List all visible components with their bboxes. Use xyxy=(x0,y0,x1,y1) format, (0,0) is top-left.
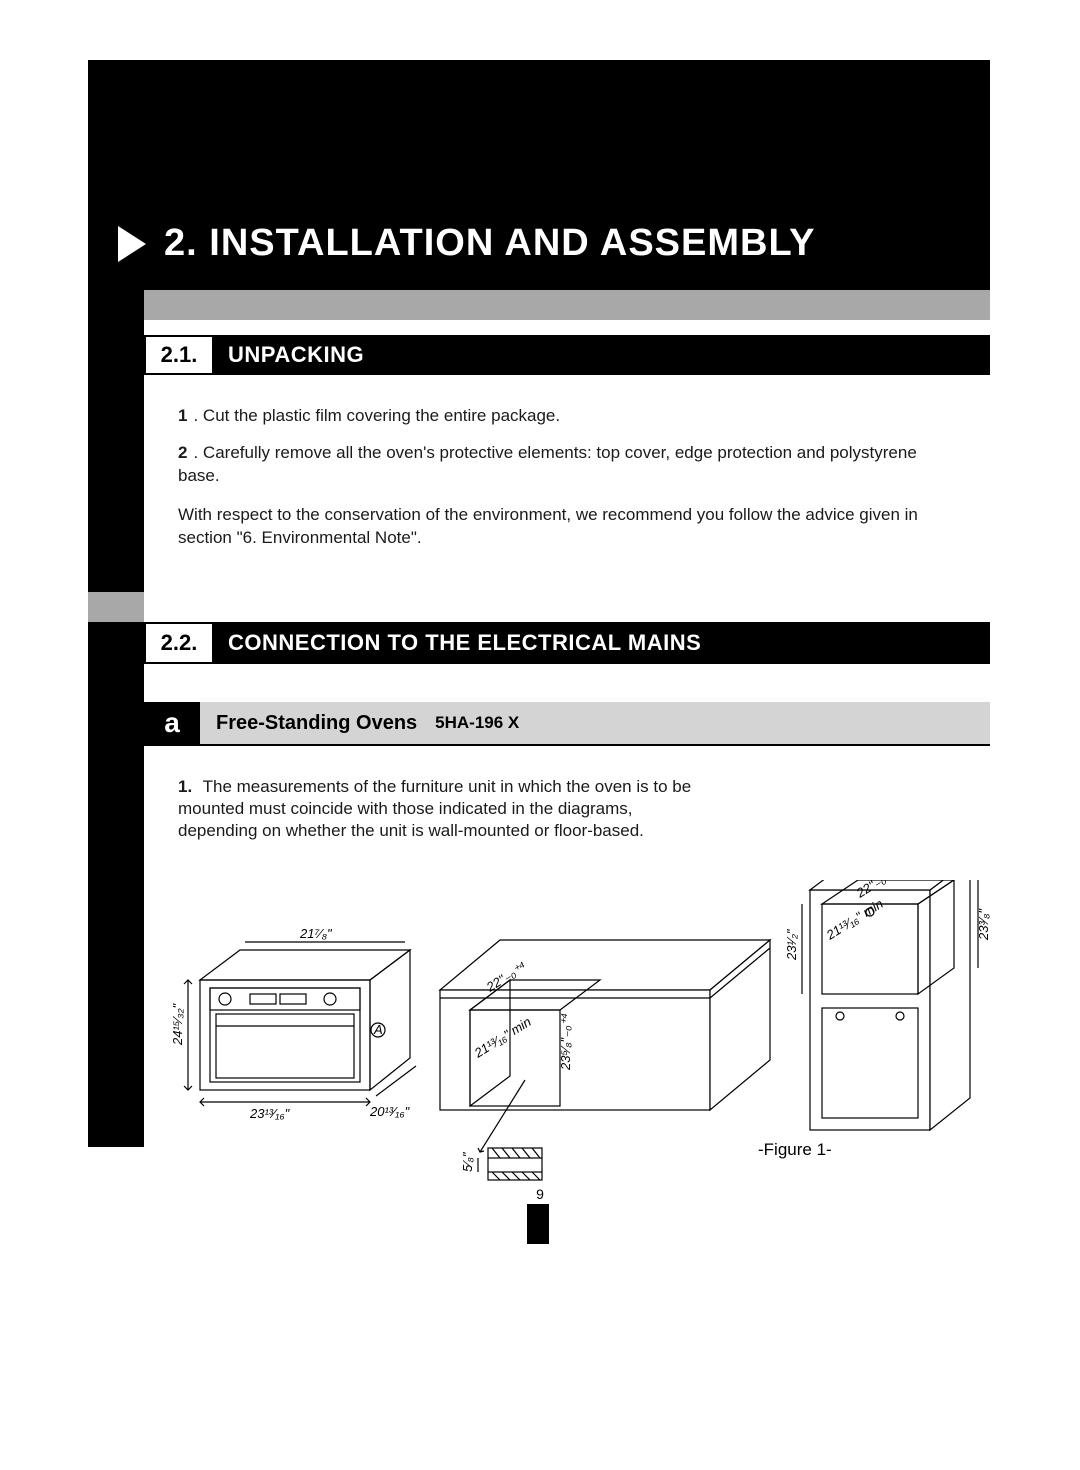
section-22-body: 1. The measurements of the furniture uni… xyxy=(178,776,698,842)
subsection-title: Free-Standing Ovens xyxy=(216,712,417,735)
chapter-title-row: 2. INSTALLATION AND ASSEMBLY xyxy=(118,222,816,265)
section-22-header: 2.2. CONNECTION TO THE ELECTRICAL MAINS xyxy=(88,622,990,664)
item-text: Carefully remove all the oven's protecti… xyxy=(178,443,917,485)
list-item: 2. Carefully remove all the oven's prote… xyxy=(178,442,938,488)
section-22-number: 2.2. xyxy=(144,622,214,664)
left-rail-gray-accent xyxy=(88,592,144,622)
subsection-model: 5HA-196 X xyxy=(435,713,519,733)
subsection-header: a Free-Standing Ovens 5HA-196 X xyxy=(144,702,990,746)
section-21-number: 2.1. xyxy=(144,335,214,375)
item-number: 1. xyxy=(178,777,198,796)
chapter-arrow-icon xyxy=(118,226,146,262)
page-number: 9 xyxy=(0,1186,1080,1202)
list-item: 1. The measurements of the furniture uni… xyxy=(178,776,698,842)
item-number: 2 xyxy=(178,443,193,462)
dim-callout-a: A xyxy=(373,1022,383,1037)
installation-diagram: A 24¹⁵⁄₃₂" 23¹³⁄₁₆" 21⁷⁄₈" 20¹³⁄₁₆" xyxy=(170,880,990,1200)
dim-oven-depth-side: 20¹³⁄₁₆" xyxy=(369,1104,411,1119)
item-text: Cut the plastic film covering the entire… xyxy=(203,406,560,425)
list-item: 1. Cut the plastic film covering the ent… xyxy=(178,405,938,428)
gray-band xyxy=(88,290,990,320)
item-text: The measurements of the furniture unit i… xyxy=(178,777,691,840)
page-bottom-tab xyxy=(527,1204,549,1244)
left-rail-lower xyxy=(88,622,144,1147)
section-21-title: UNPACKING xyxy=(228,342,364,368)
section-21-header: 2.1. UNPACKING xyxy=(88,335,990,375)
subsection-letter: a xyxy=(144,702,200,744)
dim-oven-depth-top: 21⁷⁄₈" xyxy=(299,926,333,941)
item-number: 1 xyxy=(178,406,193,425)
dim-detail-gap: 5⁄₈" xyxy=(460,1151,475,1172)
dim-oven-width: 23¹³⁄₁₆" xyxy=(249,1106,291,1121)
dim-wall-h1: 23¹⁄₂" xyxy=(784,928,799,961)
chapter-number: 2. xyxy=(164,222,198,264)
page: 2. INSTALLATION AND ASSEMBLY 2.1. UNPACK… xyxy=(0,0,1080,1470)
dim-wall-h2: 23³⁄₈" xyxy=(976,908,990,941)
figure-label: -Figure 1- xyxy=(758,1140,832,1160)
subsection-title-bar: Free-Standing Ovens 5HA-196 X xyxy=(200,702,990,744)
dim-counter-height: 23⁵⁄₈"₋₀⁺⁴ xyxy=(558,1013,573,1071)
chapter-title-text: INSTALLATION AND ASSEMBLY xyxy=(209,222,815,264)
environmental-note: With respect to the conservation of the … xyxy=(178,504,938,550)
section-21-body: 1. Cut the plastic film covering the ent… xyxy=(178,405,938,564)
section-22-title: CONNECTION TO THE ELECTRICAL MAINS xyxy=(228,630,701,656)
chapter-title: 2. INSTALLATION AND ASSEMBLY xyxy=(164,222,816,265)
dim-oven-height: 24¹⁵⁄₃₂" xyxy=(170,1002,185,1046)
